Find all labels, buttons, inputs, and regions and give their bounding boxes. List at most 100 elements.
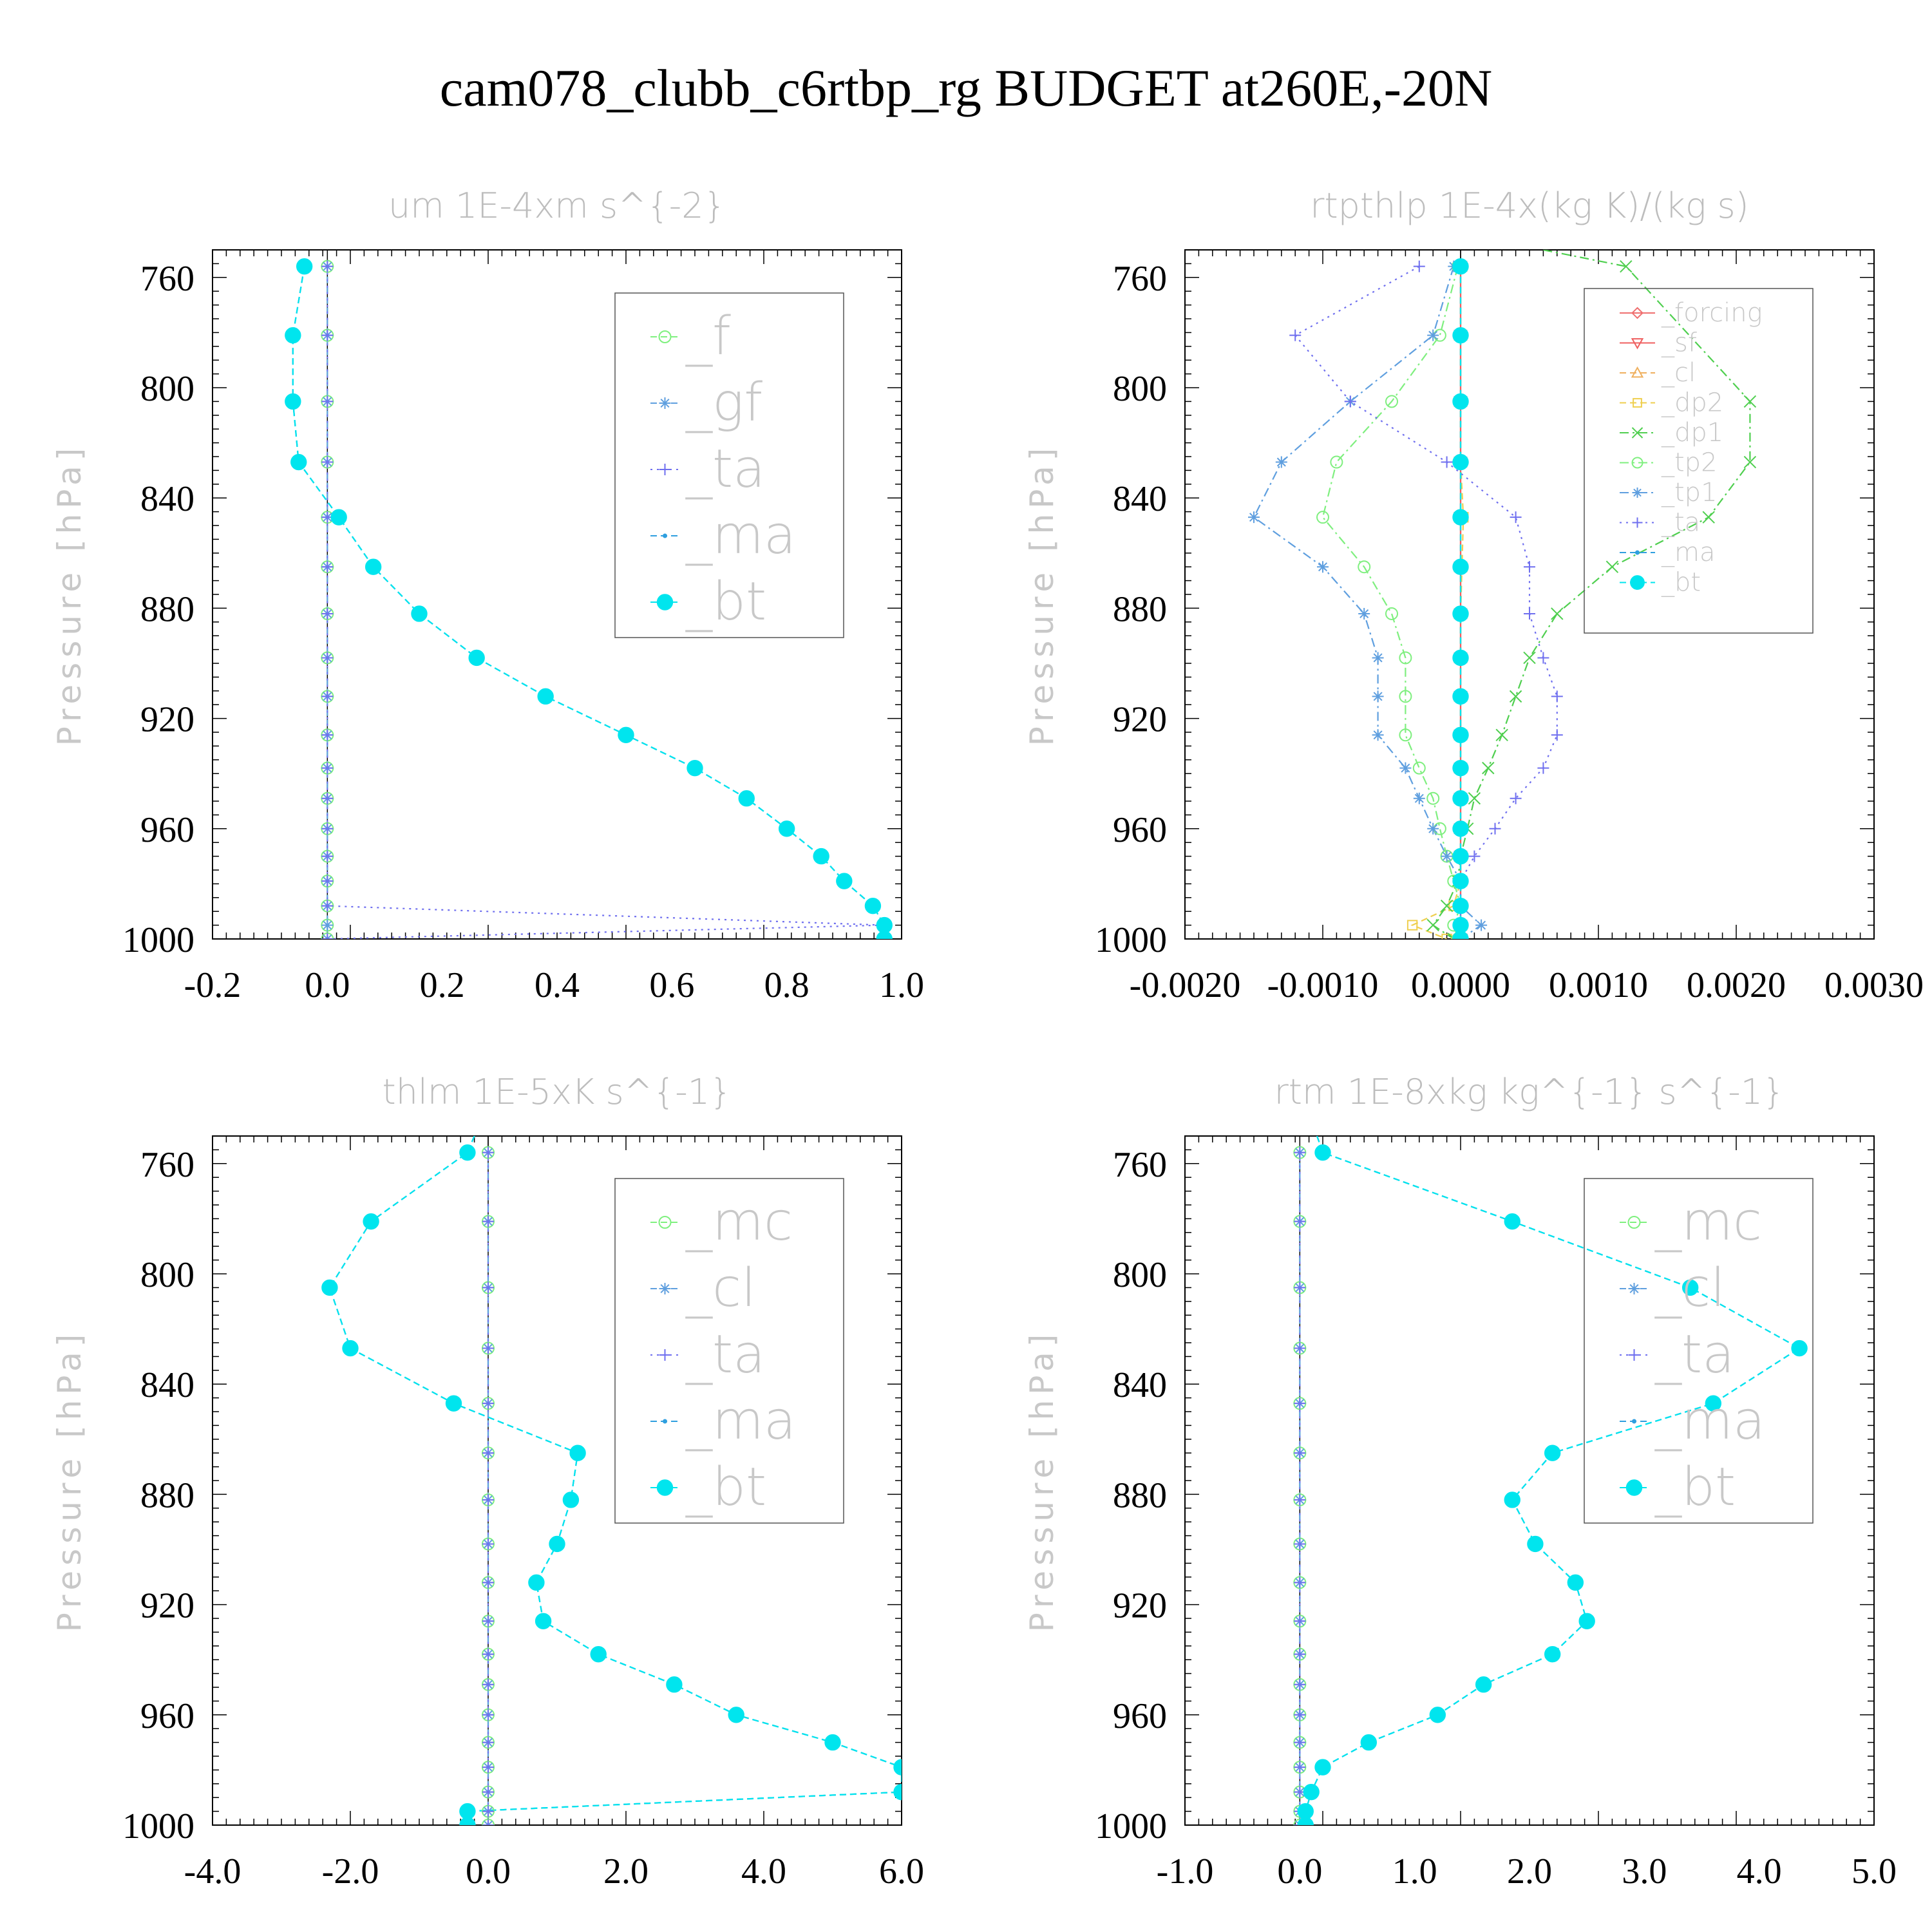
y-axis-label: Pressure [hPa] xyxy=(51,443,88,746)
point-bt xyxy=(1297,1803,1314,1820)
x-tick-label: 5.0 xyxy=(1852,1852,1897,1891)
point-ta xyxy=(482,1282,494,1294)
point-dp1 xyxy=(1440,899,1454,913)
x-tick-label: 0.0010 xyxy=(1549,965,1648,1005)
x-tick-label: -4.0 xyxy=(184,1852,242,1891)
x-tick-label: -0.2 xyxy=(184,965,242,1005)
point-bt xyxy=(738,790,755,807)
point-bt xyxy=(1303,1783,1320,1801)
point-tp2 xyxy=(1385,395,1398,408)
point-bt xyxy=(1452,649,1469,667)
y-tick-label: 760 xyxy=(140,1145,194,1185)
chart-panel-2: -0.0020 -0.0010 0.0000 0.0010 0.0020 0.0030 76… xyxy=(1023,185,1924,1005)
legend-label: _cl xyxy=(685,1258,756,1319)
x-tick-label: 0.0 xyxy=(1277,1852,1322,1891)
point-bt xyxy=(893,1759,902,1776)
legend-marker xyxy=(656,594,674,611)
point-ta xyxy=(321,652,334,664)
point-ta xyxy=(482,1146,494,1159)
y-tick-label: 840 xyxy=(140,479,194,519)
legend-box xyxy=(614,292,844,638)
point-bt xyxy=(1452,726,1469,743)
series-line-ma xyxy=(292,266,886,939)
x-tick-label: -0.0010 xyxy=(1267,965,1379,1005)
legend-marker xyxy=(1631,457,1643,469)
legend-label: _forcing xyxy=(1661,298,1763,328)
legend-marker xyxy=(1631,338,1644,350)
point-ta xyxy=(321,822,334,835)
point-bt xyxy=(1452,605,1469,622)
y-tick-label: 760 xyxy=(1113,1145,1167,1185)
x-tick-label: 1.0 xyxy=(879,965,924,1005)
legend-marker xyxy=(1625,1479,1643,1496)
point-bt xyxy=(618,726,634,743)
point-bt xyxy=(468,649,485,667)
point-ta xyxy=(482,1709,494,1721)
series-line-bt xyxy=(328,1136,902,1825)
series-line-ta xyxy=(327,266,885,939)
y-tick-label: 880 xyxy=(140,589,194,629)
point-bt xyxy=(1452,509,1469,526)
point-bt xyxy=(1475,1676,1492,1693)
x-tick-label: 6.0 xyxy=(879,1852,924,1891)
point-bt xyxy=(1452,897,1469,914)
point-bt xyxy=(342,1340,359,1357)
point-tp2 xyxy=(1330,455,1343,469)
plot-frame xyxy=(212,249,902,940)
legend-label: _ma xyxy=(1661,538,1715,567)
point-ta xyxy=(1537,652,1549,664)
point-tp1 xyxy=(1275,456,1287,468)
point-bt xyxy=(1452,916,1469,934)
y-tick-label: 920 xyxy=(140,700,194,740)
series-line-tp2 xyxy=(1321,266,1462,939)
point-bt xyxy=(1452,848,1469,865)
panel-title: rtm 1E-8xkg kg^{-1} s^{-1} xyxy=(1274,1072,1785,1112)
point-tp2 xyxy=(1426,791,1440,805)
legend: _f_gf_ta_ma_bt xyxy=(614,292,844,638)
point-dp1 xyxy=(1702,511,1715,524)
point-tp1 xyxy=(1372,729,1384,741)
y-tick-label: 880 xyxy=(1113,589,1167,629)
point-ta xyxy=(482,1215,494,1227)
point-bt xyxy=(363,1213,379,1230)
legend-label: _ta xyxy=(685,1324,765,1385)
point-ta xyxy=(1510,511,1522,524)
legend-label: _ta xyxy=(685,439,765,500)
y-tick-label: 800 xyxy=(140,369,194,409)
point-bt xyxy=(1578,1613,1595,1629)
x-tick-label: 2.0 xyxy=(1507,1852,1552,1891)
y-tick-label: 960 xyxy=(140,810,194,850)
legend-marker xyxy=(1633,398,1642,408)
point-dp1 xyxy=(1743,395,1757,408)
legend-marker xyxy=(1628,1349,1640,1361)
legend-label: _ma xyxy=(1654,1390,1765,1452)
point-bt xyxy=(1504,1492,1520,1508)
point-bt xyxy=(1791,1340,1808,1357)
y-tick-label: 1000 xyxy=(122,920,194,960)
point-dp1 xyxy=(1551,607,1564,620)
point-bt xyxy=(330,509,347,526)
point-ta xyxy=(1524,607,1535,620)
point-bt xyxy=(321,1279,338,1296)
legend-label: _bt xyxy=(1654,1457,1736,1518)
point-bt xyxy=(824,1734,841,1751)
x-tick-label: 0.4 xyxy=(535,965,580,1005)
point-bt xyxy=(1452,558,1469,575)
point-tp2 xyxy=(1412,761,1426,775)
point-dp1 xyxy=(1468,792,1481,805)
legend-marker xyxy=(1631,366,1644,378)
point-tp1 xyxy=(1427,329,1439,341)
y-tick-label: 960 xyxy=(140,1696,194,1736)
point-ta xyxy=(482,1615,494,1627)
point-ta xyxy=(1524,561,1535,573)
point-ta xyxy=(482,1786,494,1798)
point-bt xyxy=(1314,1144,1331,1161)
point-ta xyxy=(321,933,334,939)
point-tp1 xyxy=(1413,792,1425,804)
point-ta xyxy=(1489,822,1501,835)
legend-marker xyxy=(1631,427,1643,439)
point-tp2 xyxy=(1399,728,1412,742)
y-tick-label: 880 xyxy=(1113,1475,1167,1515)
y-tick-label: 880 xyxy=(140,1475,194,1515)
